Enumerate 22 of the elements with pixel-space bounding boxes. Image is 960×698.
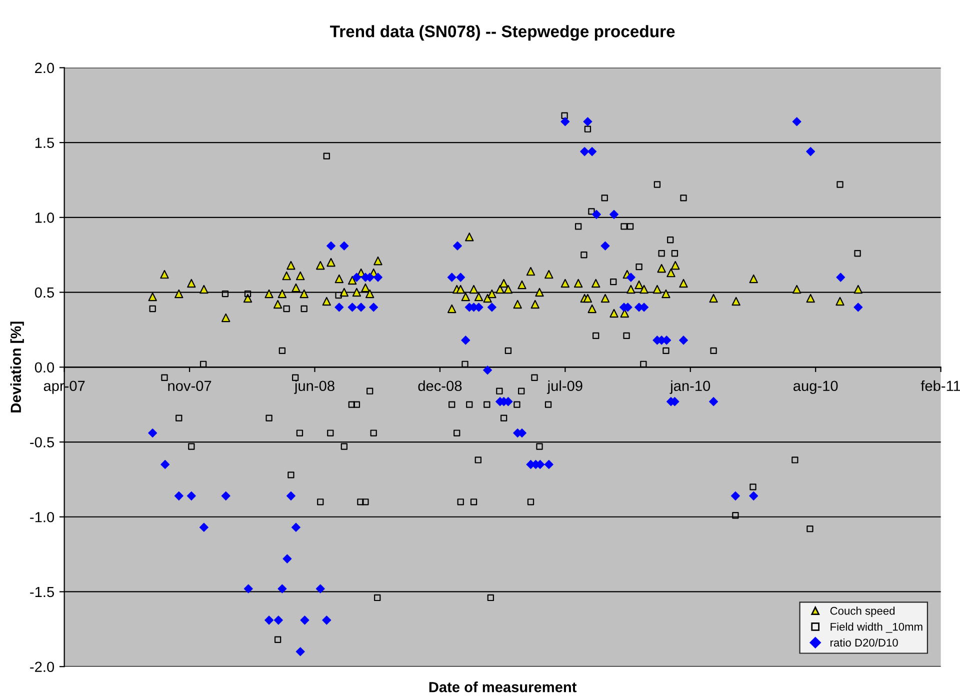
legend-label: Couch speed (830, 606, 895, 617)
y-tick-label: -0.5 (30, 437, 54, 448)
x-tick-label: nov-07 (168, 380, 212, 392)
x-tick-label: dec-08 (418, 380, 462, 392)
y-tick-label: -1.5 (30, 586, 54, 598)
x-tick-label: jan-10 (670, 380, 710, 394)
y-tick-label: 1.0 (35, 212, 54, 223)
y-axis-title: Deviation [%] (10, 322, 24, 412)
x-tick-label: jun-08 (294, 380, 334, 394)
y-tick-label: 0.5 (34, 287, 54, 298)
legend-label: ratio D20/D10 (830, 638, 898, 647)
y-tick-label: 1.5 (35, 138, 54, 148)
x-tick-label: aug-10 (794, 380, 838, 394)
y-tick-label: -2.0 (30, 662, 54, 672)
y-tick-label: -1.0 (30, 512, 54, 522)
legend-label: Field width _10mm (830, 622, 922, 633)
x-tick-label: feb-11 (920, 380, 960, 392)
y-tick-label: 2.0 (35, 62, 54, 74)
chart-title: Trend data (SN078) -- Stepwedge procedure (330, 25, 675, 41)
y-tick-label: 0.0 (34, 362, 54, 373)
x-axis-title: Date of measurement (429, 682, 577, 692)
x-tick-label: jul-09 (546, 380, 582, 394)
